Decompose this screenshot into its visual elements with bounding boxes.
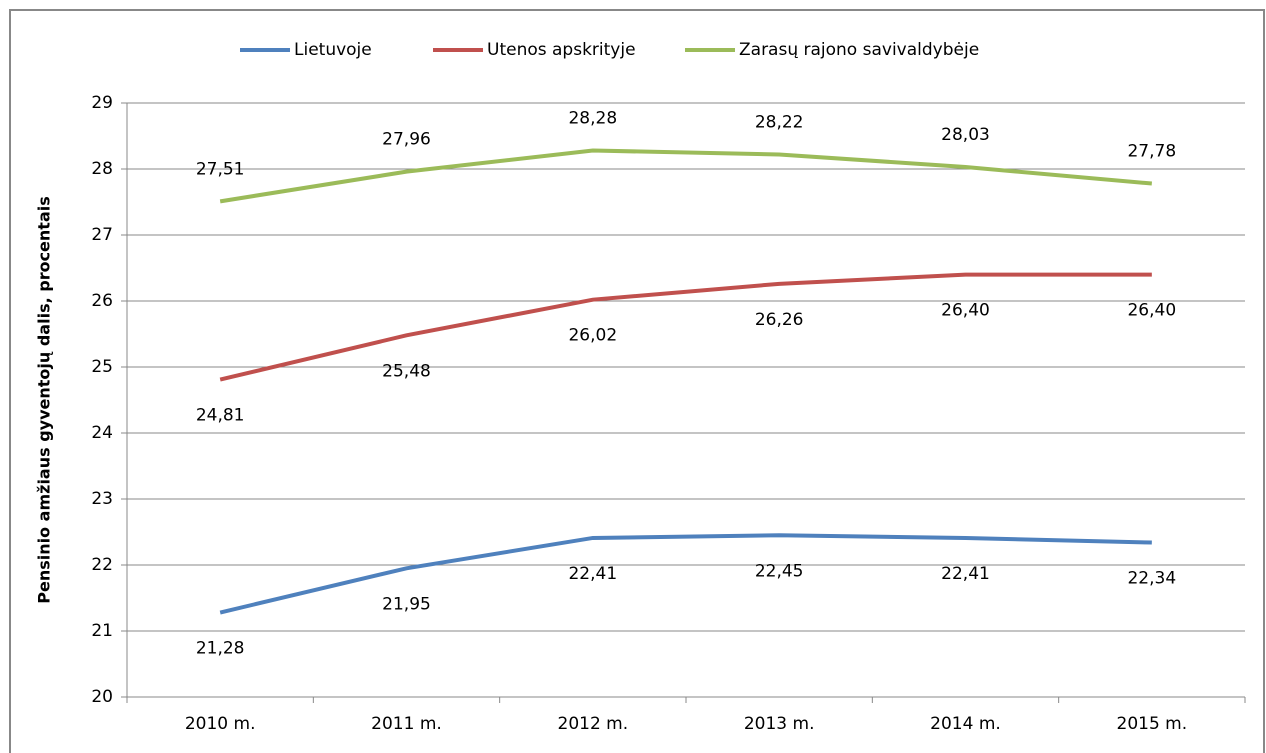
y-tick-label: 20 — [91, 687, 113, 707]
series-line — [219, 272, 1152, 382]
chart-frame — [9, 9, 1265, 753]
y-tick-label: 23 — [91, 489, 113, 509]
y-tick-label: 25 — [91, 357, 113, 377]
y-tick-label: 26 — [91, 291, 113, 311]
data-label: 28,28 — [568, 109, 617, 129]
y-tick-label: 22 — [91, 555, 113, 575]
legend-label: Lietuvoje — [294, 40, 372, 60]
data-label: 24,81 — [196, 406, 245, 426]
data-label: 28,22 — [755, 112, 804, 132]
data-label: 27,51 — [196, 159, 245, 179]
x-tick-label: 2011 m. — [371, 714, 442, 734]
data-label: 22,45 — [755, 561, 804, 581]
legend-label: Utenos apskrityje — [487, 40, 636, 60]
data-label: 28,03 — [941, 125, 990, 145]
data-label: 25,48 — [382, 361, 431, 381]
y-tick-label: 28 — [91, 159, 113, 179]
data-label: 22,41 — [568, 564, 617, 584]
x-tick-label: 2013 m. — [744, 714, 815, 734]
data-label: 21,28 — [196, 639, 245, 659]
data-label: 27,96 — [382, 130, 431, 150]
y-axis-title: Pensinio amžiaus gyventojų dalis, procen… — [35, 196, 54, 604]
series-line — [219, 148, 1153, 204]
data-label: 22,34 — [1127, 569, 1176, 589]
data-label: 26,40 — [941, 301, 990, 321]
x-tick-label: 2014 m. — [930, 714, 1001, 734]
series-line — [219, 533, 1152, 615]
data-label: 21,95 — [382, 594, 431, 614]
y-tick-label: 29 — [91, 93, 113, 113]
data-label: 26,26 — [755, 310, 804, 330]
x-tick-label: 2012 m. — [558, 714, 629, 734]
data-label: 22,41 — [941, 564, 990, 584]
data-label: 27,78 — [1127, 142, 1176, 162]
y-tick-label: 24 — [91, 423, 113, 443]
x-tick-label: 2010 m. — [185, 714, 256, 734]
legend-label: Zarasų rajono savivaldybėje — [739, 40, 979, 60]
x-tick-label: 2015 m. — [1117, 714, 1188, 734]
y-tick-label: 21 — [91, 621, 113, 641]
data-label: 26,40 — [1127, 301, 1176, 321]
data-label: 26,02 — [568, 326, 617, 346]
y-tick-label: 27 — [91, 225, 113, 245]
